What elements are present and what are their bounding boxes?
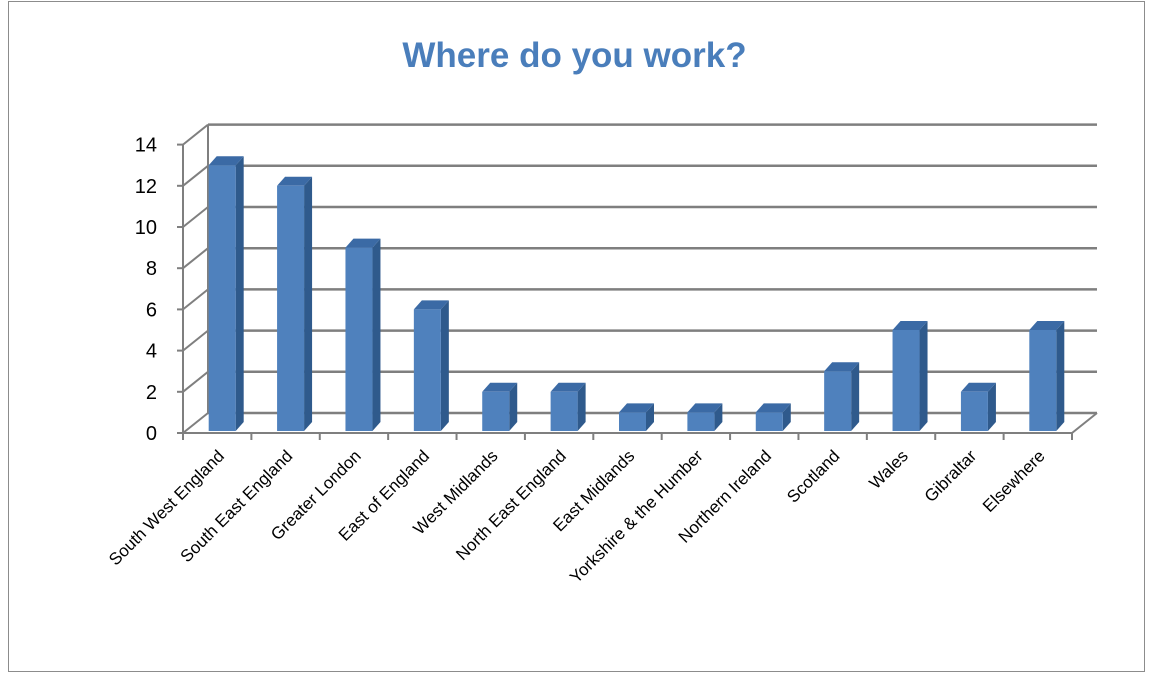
bar-side [1056, 321, 1065, 431]
bar [755, 403, 791, 431]
bar-front [892, 330, 920, 431]
bar-top [892, 321, 928, 330]
bar-side [782, 403, 791, 431]
bar-top [345, 238, 381, 248]
y-tick-label: 8 [146, 258, 157, 280]
bar-front [960, 391, 988, 431]
bar-top [482, 382, 518, 392]
bar [619, 403, 654, 431]
bar-side [440, 300, 449, 431]
bar-top [1029, 321, 1065, 330]
bar-side [987, 382, 996, 431]
y-tick-label: 0 [146, 423, 157, 445]
chart-frame [8, 1, 1145, 672]
bar-top [687, 403, 723, 413]
y-tick-label: 12 [135, 176, 157, 198]
bar-top [550, 382, 586, 392]
category-label: Elsewhere [979, 446, 1049, 516]
bar-side [919, 321, 928, 431]
bar-top [960, 382, 996, 392]
category-label: Yorkshire & the Humber [566, 446, 707, 587]
bar [277, 176, 313, 431]
bar-side [577, 382, 586, 431]
chart-title: Where do you work? [402, 36, 747, 75]
gridline-connector [182, 165, 209, 187]
gridline-connector [182, 288, 209, 311]
bar-front [482, 391, 510, 431]
bar [550, 382, 586, 431]
bar [208, 156, 244, 431]
bar-side [714, 403, 723, 431]
bar-top [208, 156, 244, 166]
bar-side [235, 156, 244, 431]
bar-side [304, 176, 313, 431]
y-tick-label: 2 [146, 382, 157, 404]
gridline-connector [182, 247, 209, 269]
bar [824, 362, 860, 431]
bar-top [277, 176, 313, 186]
bar-front [1029, 330, 1057, 431]
bar-front [550, 391, 578, 431]
bar-front [208, 165, 236, 431]
category-label: South East England [177, 446, 297, 566]
bar-front [687, 412, 715, 431]
bar-front [277, 185, 305, 431]
category-label: Gibraltar [921, 446, 981, 506]
category-label: Wales [865, 446, 911, 492]
bar-front [413, 309, 441, 431]
bar [1029, 321, 1065, 431]
y-tick-label: 4 [146, 341, 157, 363]
bar-top [413, 300, 449, 310]
bar-front [824, 371, 852, 431]
floor-edge [1071, 412, 1098, 434]
y-tick-label: 10 [135, 217, 157, 239]
bar [892, 321, 928, 431]
gridline-connector [182, 123, 209, 146]
category-label: South West England [105, 446, 228, 569]
y-tick-label: 14 [135, 135, 157, 157]
gridline-connector [182, 412, 209, 434]
bar [345, 238, 381, 431]
bar [960, 382, 996, 431]
bar-front [755, 412, 783, 431]
gridline-connector [182, 206, 209, 228]
bar-top [619, 403, 654, 413]
bar-front [619, 412, 646, 431]
bar [482, 382, 518, 431]
bar [687, 403, 723, 431]
bar-front [345, 247, 373, 431]
category-label: Scotland [783, 446, 843, 506]
bar-top [755, 403, 791, 413]
y-tick-label: 6 [146, 299, 157, 321]
bar-side [509, 382, 518, 431]
bar-side [851, 362, 860, 431]
gridline-connector [182, 371, 209, 393]
bar [413, 300, 449, 431]
bar-side [372, 238, 381, 431]
bar-top [824, 362, 860, 372]
gridline-connector [182, 329, 209, 352]
bar-side [646, 403, 654, 431]
